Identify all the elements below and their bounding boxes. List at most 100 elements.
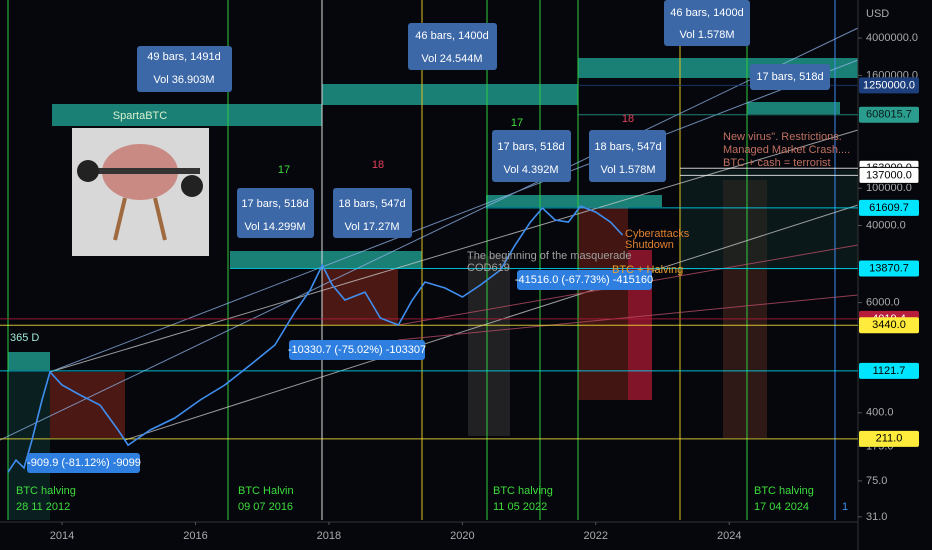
annotation: Vol 1.578M — [600, 164, 655, 176]
dumbbell — [80, 168, 200, 174]
annotation-box — [333, 188, 412, 238]
annotation: 18 — [622, 113, 634, 125]
annotation-box — [492, 130, 571, 182]
y-tick-label: 31.0 — [866, 511, 887, 523]
level-badge-label: 608015.7 — [866, 109, 912, 121]
x-tick-label: 2022 — [584, 530, 608, 542]
level-badge-label: 211.0 — [876, 433, 903, 445]
annotation: 17 04 2024 — [754, 501, 809, 513]
annotation: -41516.0 (-67.73%) -415160 — [515, 274, 653, 286]
x-tick-label: 2014 — [50, 530, 74, 542]
axis-title: USD — [866, 8, 889, 20]
y-tick-label: 40000.0 — [866, 219, 906, 231]
annotation: 17 — [278, 164, 290, 176]
annotation: 18 bars, 547d — [594, 141, 661, 153]
level-badge — [859, 430, 919, 447]
level-badge — [859, 77, 919, 94]
annotation: 09 07 2016 — [238, 501, 293, 513]
trend-lines — [0, 27, 859, 441]
annotation: 17 bars, 518d — [241, 198, 308, 210]
annotation: Shutdown — [625, 239, 674, 251]
annotation: Managed Market Crash.... — [723, 144, 850, 156]
annotation-box — [664, 0, 750, 46]
annotation: Vol 17.27M — [344, 221, 399, 233]
x-tick-label: 2018 — [317, 530, 341, 542]
level-badge-label: 13870.7 — [869, 262, 909, 274]
annotation: 46 bars, 1400d — [415, 30, 488, 42]
annotation: 28 11 2012 — [16, 501, 70, 513]
future-zone — [680, 170, 858, 270]
annotation: Vol 4.392M — [503, 164, 558, 176]
annotation: 46 bars, 1400d — [670, 7, 743, 19]
band — [322, 84, 578, 105]
annotation: BTC + cash = terrorist — [723, 157, 831, 169]
y-tick-label: 6000.0 — [866, 297, 900, 309]
verticals — [7, 0, 836, 520]
trend-line — [124, 204, 859, 441]
annotation: 17 bars, 518d — [497, 141, 564, 153]
annotation-box — [137, 46, 232, 92]
annotation: The beginning of the masquerade — [467, 250, 632, 262]
band — [486, 195, 662, 207]
y-tick-label: 75.0 — [866, 475, 887, 487]
annotation-box — [289, 340, 425, 360]
annotation: BTC Halvin — [238, 485, 294, 497]
dumbbell-weight — [77, 160, 99, 182]
annotation: SpartaBTC — [113, 110, 167, 122]
annotation: -909.9 (-81.12%) -9099 — [27, 457, 141, 469]
annotation: Vol 36.903M — [153, 74, 214, 86]
level-badge — [859, 362, 919, 379]
level-badge — [859, 199, 919, 216]
gray-zone — [468, 256, 510, 436]
annotation: New virus". Restrictions. — [723, 131, 842, 143]
annotation: BTC halving — [754, 485, 814, 497]
annotation: 11 05 2022 — [493, 501, 547, 513]
level-badge-label: 1250000.0 — [863, 79, 915, 91]
y-tick-label: 100000.0 — [866, 182, 912, 194]
annotation: 1 — [842, 501, 848, 513]
annotation-box — [517, 270, 652, 290]
annotation: 49 bars, 1491d — [147, 51, 220, 63]
drawdown-zone — [578, 205, 628, 400]
annotation: COD619 — [467, 262, 510, 274]
annotation: Cyberattacks — [625, 228, 690, 240]
annotation: 17 — [511, 117, 523, 129]
leg — [153, 197, 167, 241]
annotation: Vol 14.299M — [244, 221, 305, 233]
annotation: 18 — [372, 159, 384, 171]
level-badge — [858, 166, 920, 184]
level-badge — [859, 317, 919, 334]
annotation-box — [237, 188, 314, 238]
band — [747, 102, 840, 114]
annotation: BTC halving — [16, 485, 76, 497]
y-tick-label: 4000000.0 — [866, 32, 918, 44]
x-tick-label: 2020 — [450, 530, 474, 542]
annotation-box — [750, 64, 830, 90]
level-badge-label: 137000.0 — [866, 169, 912, 181]
drawdown-zone — [50, 372, 125, 438]
trend-line — [49, 59, 859, 373]
annotation: 18 bars, 547d — [338, 198, 405, 210]
band — [8, 352, 50, 370]
level-badge-label: 3440.0 — [872, 319, 906, 331]
annotation-box — [27, 453, 140, 473]
drawdown-zone — [322, 268, 398, 325]
annotation-box — [408, 23, 497, 70]
band — [52, 104, 322, 126]
annotation-box — [589, 130, 666, 182]
x-tick-label: 2024 — [717, 530, 741, 542]
trend-line — [49, 129, 859, 373]
level-badge-label: 61609.7 — [869, 202, 909, 214]
annotation: Vol 1.578M — [679, 29, 734, 41]
trend-line — [397, 294, 859, 341]
annotation: BTC + Halving — [612, 264, 683, 276]
band — [230, 251, 422, 268]
brain-image — [72, 128, 209, 256]
x-tick-label: 2016 — [183, 530, 207, 542]
dumbbell-weight — [181, 175, 203, 197]
price-line — [7, 205, 624, 473]
annotation: -10330.7 (-75.02%) -103307 — [288, 344, 426, 356]
annotation: BTC halving — [493, 485, 553, 497]
